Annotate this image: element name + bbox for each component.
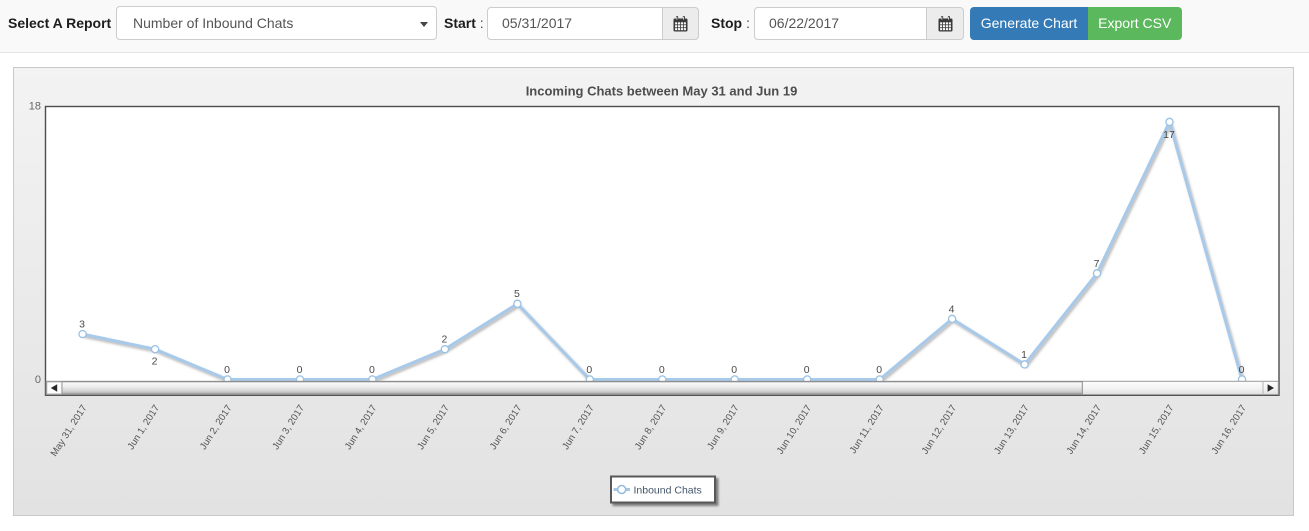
svg-text:0: 0 [1239,364,1245,376]
svg-text:4: 4 [949,303,955,315]
svg-text:0: 0 [297,364,303,376]
svg-text:0: 0 [369,364,375,376]
svg-text:0: 0 [586,364,592,376]
svg-text:0: 0 [224,364,230,376]
svg-text:0: 0 [659,364,665,376]
svg-text:0: 0 [804,364,810,376]
svg-text:17: 17 [1163,129,1175,141]
svg-text:Inbound Chats: Inbound Chats [634,485,702,497]
svg-text:2: 2 [441,334,447,346]
svg-text:5: 5 [514,288,520,300]
svg-text:Incoming Chats between May 31: Incoming Chats between May 31 and Jun 19 [526,84,798,99]
svg-text:18: 18 [29,101,41,113]
svg-text:3: 3 [79,319,85,331]
svg-text:7: 7 [1094,258,1100,270]
svg-text:0: 0 [876,364,882,376]
svg-text:2: 2 [152,356,158,368]
svg-text:1: 1 [1021,349,1027,361]
svg-text:0: 0 [35,374,41,386]
svg-text:0: 0 [731,364,737,376]
